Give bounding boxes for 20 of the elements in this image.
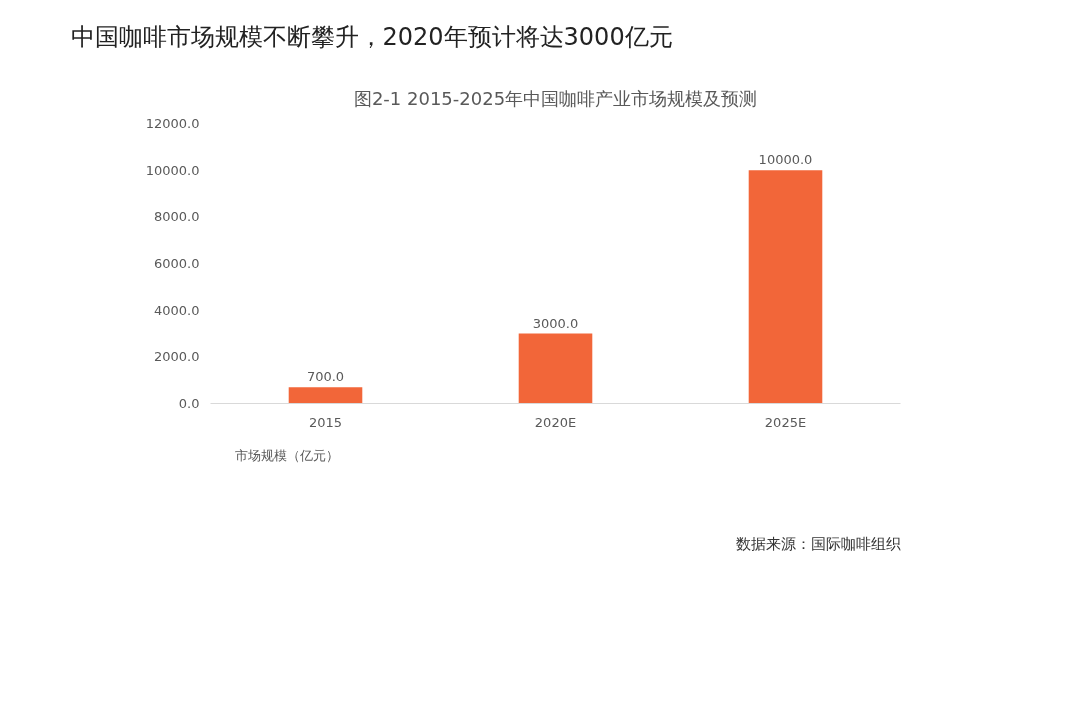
y-tick-label: 4000.0	[154, 302, 200, 318]
chart-title: 中国咖啡市场规模不断攀升，2020年预计将达3000亿元	[70, 22, 673, 51]
y-tick-label: 12000.0	[145, 116, 200, 131]
data-label: 700.0	[306, 369, 345, 385]
y-tick-label: 10000.0	[145, 162, 200, 178]
chart-subtitle: 图2-1 2015-2025年中国咖啡产业市场规模及预测	[353, 87, 758, 109]
source-note: 数据来源：国际咖啡组织	[735, 534, 901, 553]
data-label: 3000.0	[532, 315, 579, 331]
y-tick-label: 2000.0	[154, 349, 200, 365]
x-tick-label: 2025E	[764, 414, 807, 430]
bar	[748, 170, 823, 404]
x-tick-label: 2020E	[534, 414, 577, 430]
data-label: 10000.0	[758, 152, 813, 168]
x-tick-label: 2015	[308, 414, 343, 430]
y-tick-label: 6000.0	[154, 256, 200, 271]
bar	[288, 387, 363, 404]
y-tick-label: 8000.0	[154, 209, 200, 225]
y-tick-label: 0.0	[178, 396, 200, 411]
bar	[518, 333, 593, 404]
text: 市场规模（亿元）	[235, 447, 339, 465]
